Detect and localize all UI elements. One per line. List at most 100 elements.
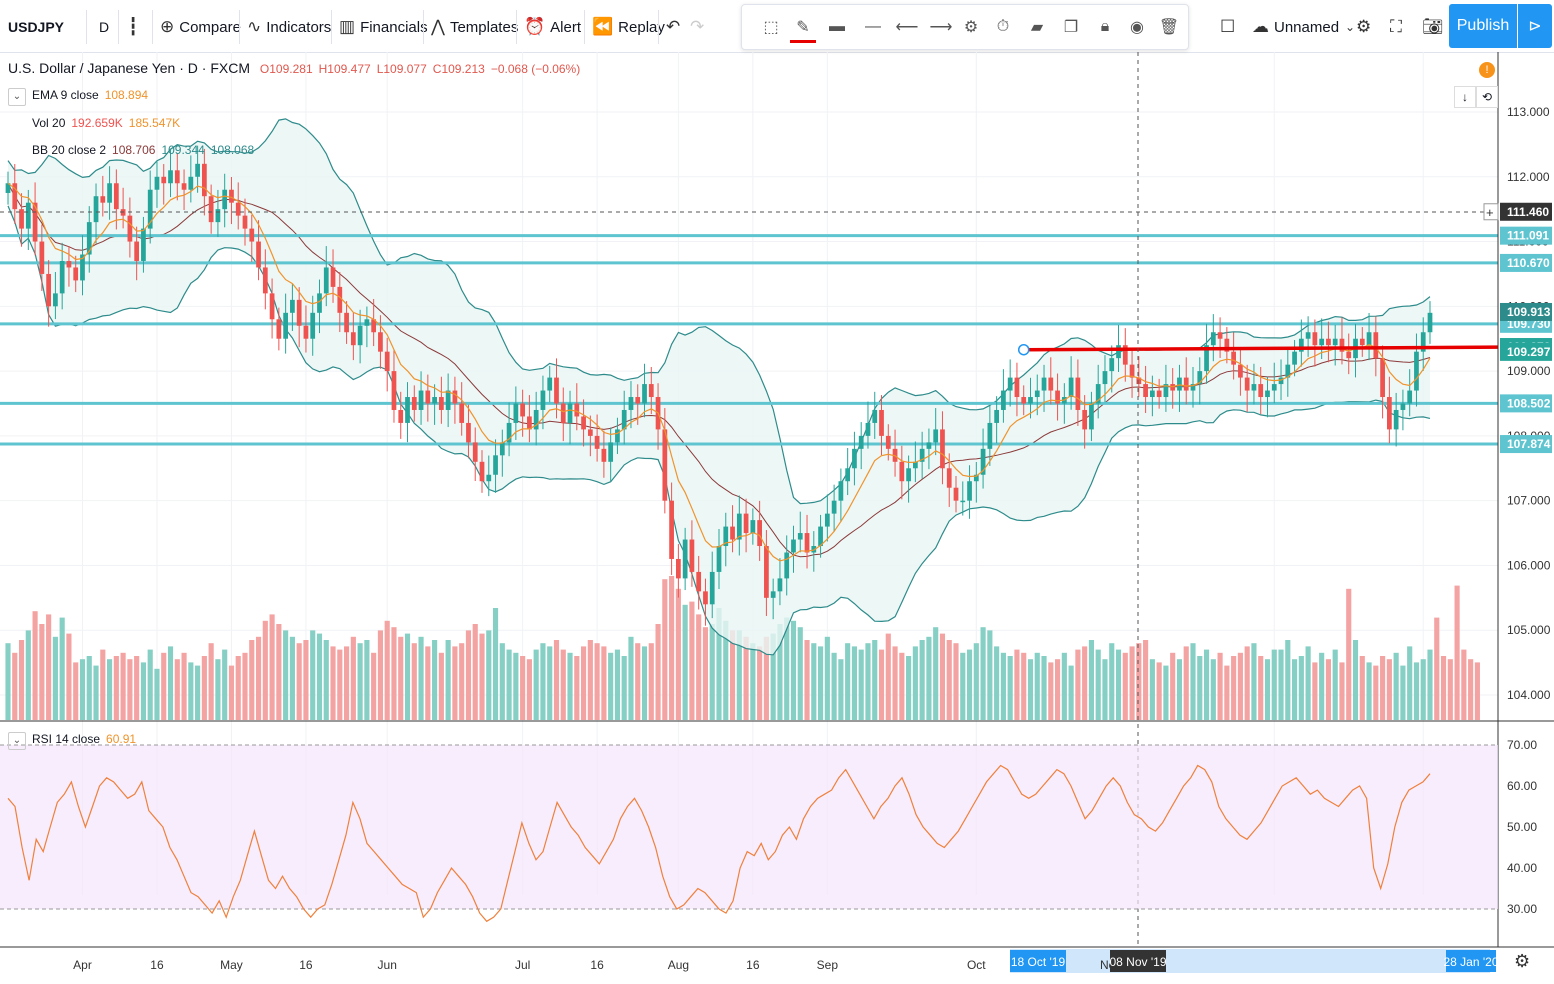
select-tool-button[interactable]: ⬚ (758, 14, 784, 40)
candle-body (919, 448, 925, 462)
time-axis[interactable]: Apr16May16JunJul16Aug16SepOctDec202018 O… (73, 949, 1499, 973)
volume-bar (1136, 643, 1142, 720)
collapse-rsi-button[interactable]: ⌄ (8, 732, 26, 750)
volume-bar (906, 656, 912, 720)
crosshair-plus-box (1483, 203, 1499, 221)
volume-bar (804, 640, 810, 720)
volume-bar (1021, 652, 1027, 720)
fullscreen-button[interactable]: ⛶ (1390, 8, 1407, 46)
volume-bar (113, 656, 119, 720)
gear-icon: ⚙ (1356, 17, 1372, 36)
alert-button[interactable]: ⏰ Alert (524, 8, 581, 46)
volume-bar (1393, 652, 1399, 720)
time-tick-label: Aug (668, 958, 689, 972)
volume-bar (980, 627, 986, 720)
symbol-search[interactable]: USDJPY (8, 8, 64, 46)
candle-body (127, 215, 133, 242)
candle-body (824, 513, 830, 527)
chart-area[interactable]: 104.000105.000106.000107.000108.000109.0… (0, 52, 1554, 984)
volume-bar (235, 656, 241, 720)
publish-button[interactable]: Publish (1449, 4, 1517, 48)
volume-bar (32, 611, 38, 720)
indicators-button[interactable]: ∿ Indicators (247, 8, 331, 46)
pen-color-button[interactable]: ✎ (790, 14, 816, 43)
volume-bar (966, 649, 973, 720)
lock-button[interactable]: 🔒︎ (1092, 14, 1118, 40)
candle-body (506, 422, 512, 443)
clone-button[interactable]: ❐ (1058, 14, 1084, 40)
main-legend: U.S. Dollar / Japanese Yen · D · FXCM O1… (8, 60, 592, 76)
rsi-tick-label: 60.00 (1507, 779, 1537, 793)
candle-body (1326, 338, 1331, 346)
interval-button[interactable]: D (99, 8, 109, 46)
line-end-button[interactable]: ⟶ (926, 14, 956, 40)
undo-button[interactable]: ↶ (666, 8, 685, 46)
layout-menu[interactable]: ☁ Unnamed ⌄ (1252, 8, 1360, 46)
chart-settings-button[interactable]: ⚙ (1356, 8, 1376, 46)
open-label: O (259, 62, 270, 76)
collapse-legend-button[interactable]: ⌄ (8, 88, 26, 106)
time-settings-gear-icon[interactable]: ⚙ (1514, 951, 1531, 971)
vol-legend[interactable]: Vol 20 192.659K 185.547K (32, 116, 186, 130)
volume-bar (5, 643, 11, 720)
candle-body (1346, 351, 1352, 359)
chart-style-button[interactable]: ┇ (128, 8, 143, 46)
compare-button[interactable]: ⊕ Compare (160, 8, 241, 46)
volume-bar (411, 643, 417, 720)
volume-bar (1197, 656, 1203, 720)
ema-legend[interactable]: ⌄ EMA 9 close 108.894 (8, 88, 154, 106)
plus-circle-icon: ⊕ (160, 17, 175, 36)
volume-bar (987, 630, 993, 720)
notification-icon[interactable]: ! (1479, 62, 1495, 78)
candle-body (1041, 377, 1047, 391)
visibility-order-button[interactable]: ▰ (1024, 14, 1050, 40)
snapshot-button[interactable]: 📷︎ (1422, 8, 1449, 46)
candle-body (1387, 397, 1392, 430)
candle-body (764, 546, 769, 598)
volume-bar (1366, 662, 1372, 720)
line-start-button[interactable]: ⟵ (892, 14, 922, 40)
candle-body (594, 435, 600, 449)
bb-legend[interactable]: BB 20 close 2 108.706 109.344 108.068 (32, 143, 260, 157)
volume-bar (73, 662, 79, 720)
rsi-legend[interactable]: ⌄ RSI 14 close 60.91 (8, 732, 142, 750)
volume-bar (1447, 659, 1453, 720)
volume-bar (709, 624, 715, 720)
volume-bar (46, 614, 52, 720)
candle-body (621, 409, 627, 430)
redo-button[interactable]: ↷ (690, 8, 709, 46)
volume-bar (926, 636, 932, 720)
volume-bar (1082, 646, 1088, 720)
volume-bar (296, 643, 302, 720)
settings-drawing-button[interactable]: ⚙ (958, 14, 984, 40)
volume-bar (1102, 659, 1108, 720)
hide-button[interactable]: ◉ (1124, 14, 1150, 40)
plus-icon: + (1486, 205, 1494, 220)
line-style-button[interactable]: — (858, 14, 888, 40)
reset-scale-button[interactable]: ⟲ (1476, 86, 1498, 108)
delete-button[interactable]: 🗑︎ (1156, 14, 1182, 40)
volume-bar (553, 640, 560, 720)
candle-body (1034, 390, 1040, 398)
volume-bar (587, 640, 593, 720)
trend-line[interactable] (1017, 343, 1499, 356)
templates-button[interactable]: ⋀ Templates (431, 8, 518, 46)
candle-body (703, 591, 708, 605)
publish-menu-button[interactable]: ⊳ (1518, 4, 1552, 48)
replay-button[interactable]: ⏪ Replay (592, 8, 665, 46)
candle-body (310, 312, 316, 339)
alert-drawing-button[interactable]: ⏱ (990, 14, 1016, 40)
candle-body (86, 222, 92, 255)
scroll-down-button[interactable]: ↓ (1454, 86, 1476, 108)
fullscreen-toggle[interactable]: ☐ (1220, 8, 1240, 46)
lock-icon: 🔒︎ (1100, 18, 1110, 35)
volume-bar (316, 633, 323, 720)
candle-body (635, 397, 641, 404)
candle-body (344, 312, 349, 333)
line-width-button[interactable]: ▬ (822, 14, 852, 40)
price-axis[interactable]: 104.000105.000106.000107.000108.000109.0… (1507, 105, 1551, 702)
rsi-background (0, 745, 1498, 909)
candle-body (256, 241, 261, 268)
candle-body (1082, 409, 1088, 430)
financials-button[interactable]: ▥ Financials (339, 8, 428, 46)
